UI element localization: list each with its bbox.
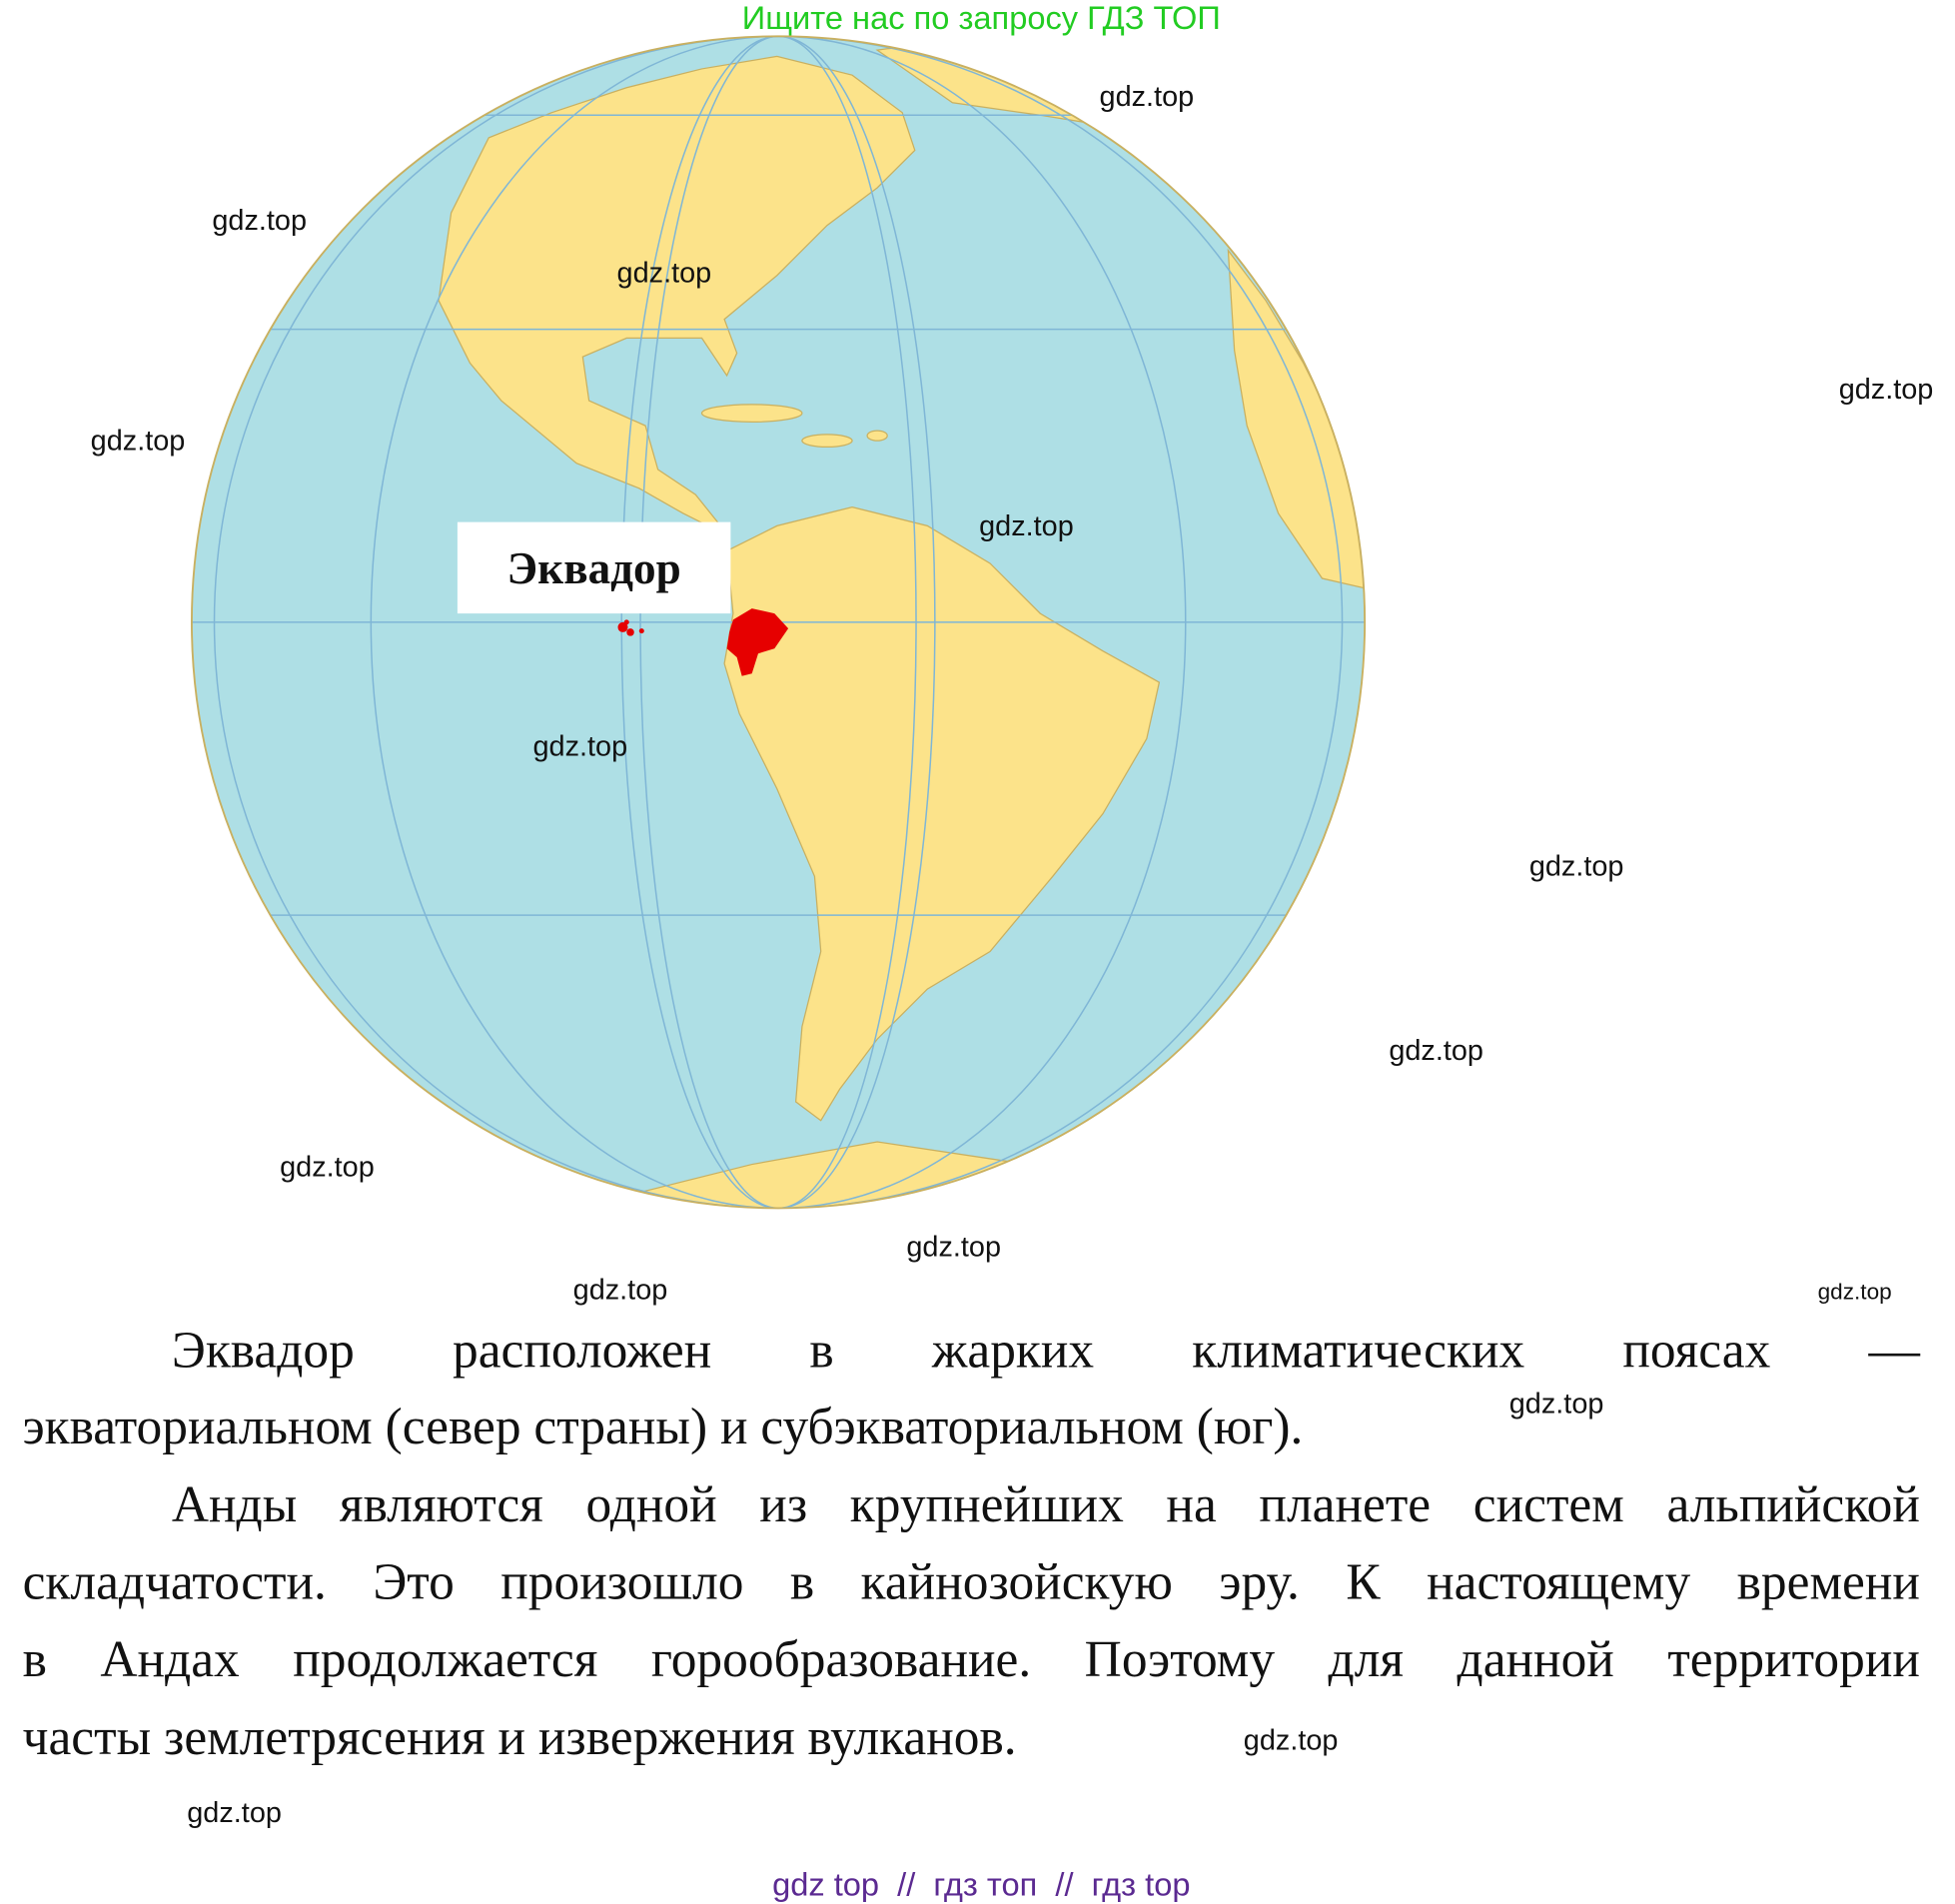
top-banner: Ищите нас по запросу ГДЗ ТОП [741,0,1221,37]
text-line: складчатости. Это произошло в кайнозойск… [22,1552,1920,1610]
ecuador-highlight [726,608,789,676]
caribbean-island [700,404,803,423]
galapagos-highlight [617,619,644,636]
watermark: gdz.top [1508,1387,1604,1420]
watermark: gdz.top [1389,1033,1483,1067]
footer-links[interactable]: gdz top // гдз топ // гдз top [772,1865,1191,1904]
caribbean-island [866,430,888,442]
south-america [723,505,1161,1122]
watermark: gdz.top [1817,1279,1892,1305]
caribbean-island [801,434,853,449]
watermark: gdz.top [90,424,186,457]
watermark: gdz.top [212,203,308,237]
watermark: gdz.top [1243,1723,1339,1756]
watermark: gdz.top [572,1272,668,1306]
watermark: gdz.top [187,1795,282,1829]
text-line: часты землетрясения и извержения вулкано… [22,1707,1017,1766]
watermark: gdz.top [280,1150,375,1183]
text-line: экваториальном (север страны) и субэкват… [22,1397,1304,1455]
globe-map [190,35,1367,1210]
country-label-ecuador: Эквадор [457,521,731,614]
watermark: gdz.top [1838,372,1934,406]
africa-europe [1227,248,1366,589]
north-america [438,55,916,527]
watermark: gdz.top [1528,849,1624,882]
watermark: gdz.top [906,1230,1002,1263]
land [438,39,1366,1209]
watermark: gdz.top [532,729,628,762]
graticule [191,36,1366,1209]
watermark: gdz.top [616,256,712,289]
watermark: gdz.top [979,508,1074,542]
text-line: Анды являются одной из крупнейших на пла… [171,1474,1920,1533]
text-line: Эквадор расположен в жарких климатически… [171,1321,1920,1379]
watermark: gdz.top [1099,79,1195,113]
text-line: в Андах продолжается горообразование. По… [22,1629,1920,1688]
